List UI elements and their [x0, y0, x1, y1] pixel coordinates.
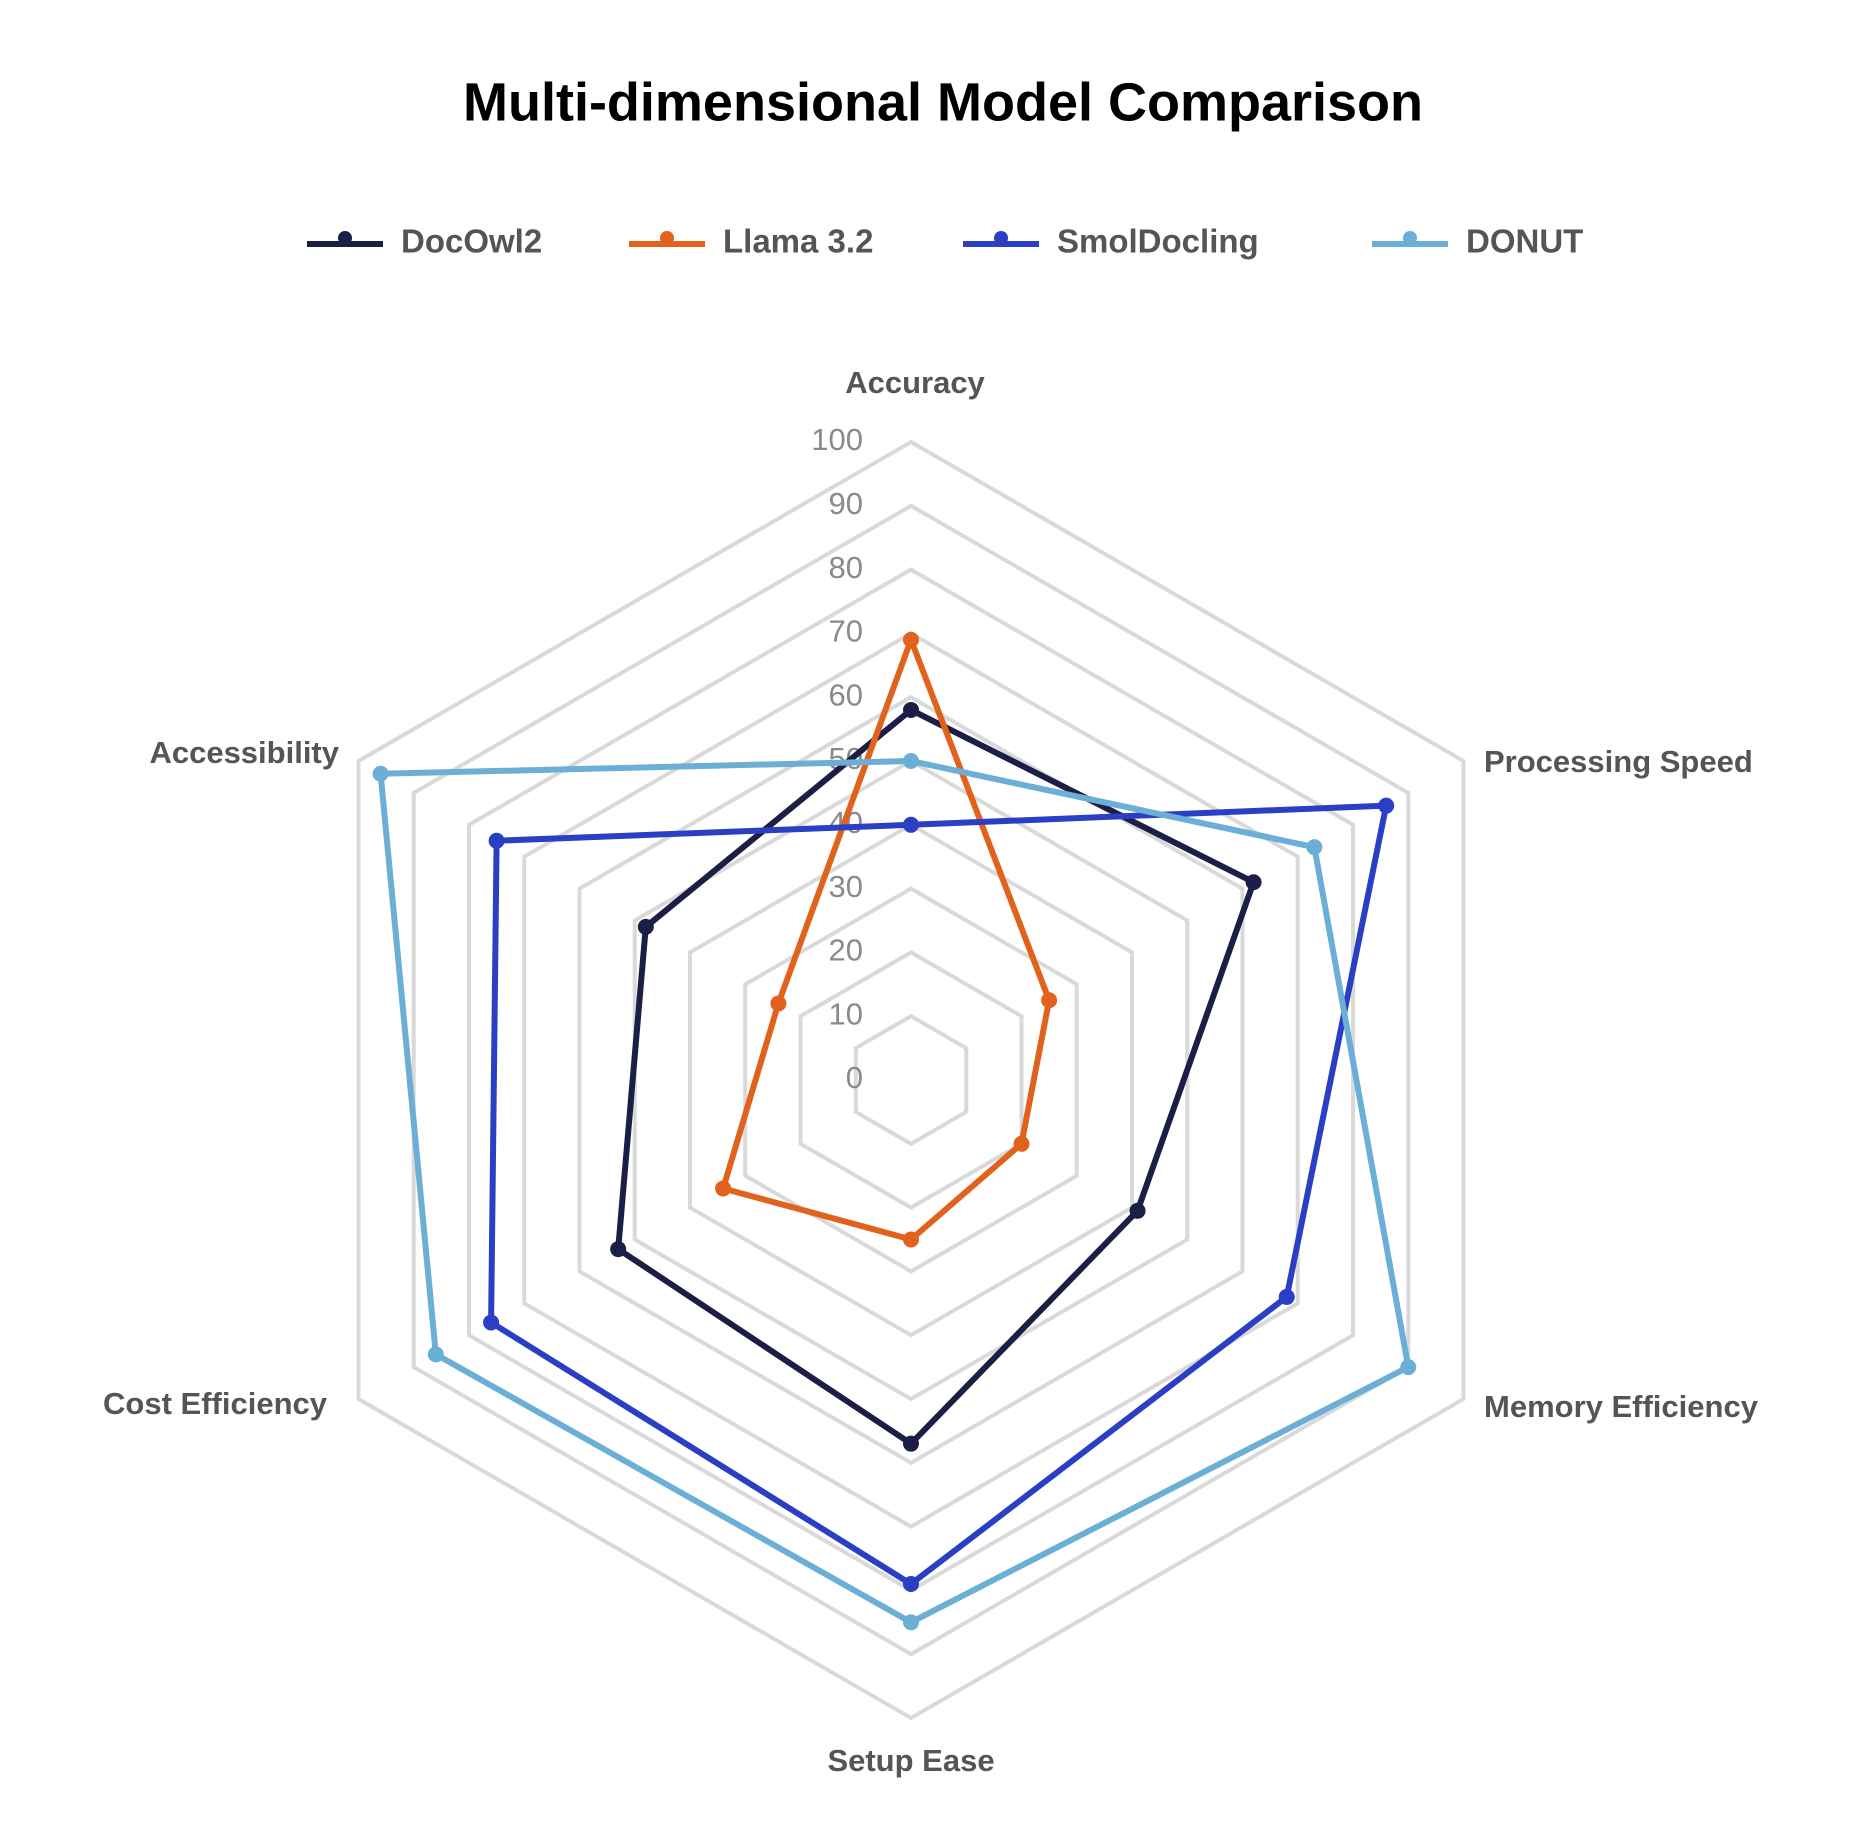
point: [483, 1314, 500, 1331]
point: [1400, 1359, 1417, 1376]
legend-label: DocOwl2: [401, 223, 542, 260]
grid-ring: [687, 822, 1135, 1338]
r-tick-label: 70: [829, 614, 863, 649]
point: [903, 1614, 919, 1631]
r-tick-label: 100: [811, 422, 863, 457]
legend-marker: [660, 231, 674, 245]
grid-ring: [798, 950, 1024, 1210]
legend-marker: [994, 231, 1008, 245]
point: [903, 753, 919, 769]
axis-label: Memory Efficiency: [1484, 1389, 1759, 1424]
chart-title: Multi-dimensional Model Comparison: [463, 72, 1423, 132]
point: [903, 816, 919, 833]
legend-label: Llama 3.2: [723, 223, 873, 260]
r-tick-label: 60: [829, 677, 863, 712]
axis-label: Setup Ease: [827, 1743, 994, 1778]
point: [1278, 1288, 1295, 1305]
point: [427, 1346, 444, 1363]
axis-label: Processing Speed: [1484, 744, 1753, 779]
grid-ring: [411, 503, 1411, 1657]
grid-ring: [356, 439, 1466, 1721]
legend-marker: [1403, 231, 1417, 245]
axis-label: Cost Efficiency: [103, 1386, 328, 1421]
r-tick-label: 0: [846, 1060, 863, 1095]
point: [903, 1231, 919, 1248]
legend-label: SmolDocling: [1057, 223, 1259, 260]
point: [1378, 797, 1395, 814]
legend-marker: [338, 231, 352, 245]
point: [372, 765, 389, 782]
r-tick-label: 20: [829, 933, 863, 968]
point: [1306, 839, 1323, 856]
axis-label: Accuracy: [845, 365, 985, 400]
point: [1129, 1202, 1146, 1219]
r-tick-label: 80: [829, 550, 863, 585]
axis-label: Accessibility: [149, 735, 339, 770]
grid-ring: [522, 631, 1300, 1529]
legend-label: DONUT: [1466, 223, 1583, 260]
point: [903, 1576, 919, 1593]
r-tick-label: 10: [829, 996, 863, 1031]
point: [903, 701, 919, 718]
point: [903, 631, 919, 648]
grid-ring: [577, 694, 1245, 1466]
r-tick-label: 30: [829, 869, 863, 904]
point: [610, 1241, 627, 1258]
point: [637, 918, 654, 935]
grid-ring: [853, 1013, 969, 1147]
point: [903, 1435, 919, 1452]
point: [1041, 992, 1058, 1009]
point: [770, 995, 787, 1012]
point: [1013, 1135, 1030, 1152]
r-tick-label: 90: [829, 486, 863, 521]
point: [715, 1180, 732, 1197]
grid-ring: [743, 886, 1079, 1274]
point: [488, 832, 505, 849]
grid-ring: [632, 758, 1190, 1402]
point: [1245, 874, 1262, 891]
